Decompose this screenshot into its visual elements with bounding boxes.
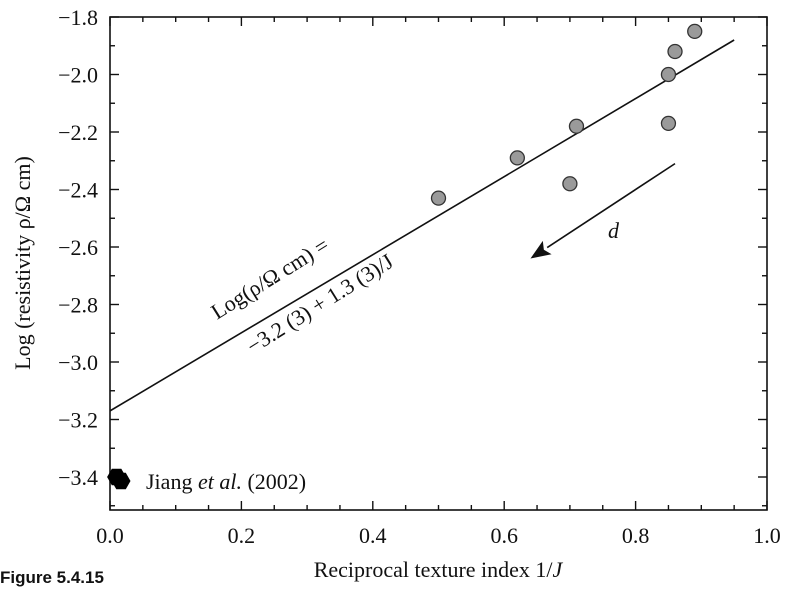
y-tick-label: −2.0: [58, 63, 98, 88]
plot-frame: [109, 16, 768, 511]
x-tick-label: 0.0: [96, 523, 124, 548]
y-tick-label: −1.8: [58, 5, 98, 30]
y-tick-labels: −1.8 −2.0 −2.2 −2.4 −2.6 −2.8 −3.0 −3.2 −3.4: [58, 5, 98, 490]
legend-text-italic: et al.: [198, 469, 242, 494]
y-axis-label: Log (resistivity ρ/Ω cm): [10, 156, 35, 370]
y-tick-label: −2.2: [58, 120, 98, 145]
data-point: [562, 176, 578, 192]
legend-entry: Jiang et al. (2002): [146, 469, 306, 494]
data-point: [660, 115, 677, 132]
legend-marker: [111, 472, 131, 490]
x-axis-label-var: J: [553, 557, 564, 582]
x-tick-label: 0.6: [490, 523, 518, 548]
fit-line: [109, 39, 735, 412]
y-tick-label: −2.8: [58, 293, 98, 318]
y-tick-label: −3.4: [58, 465, 98, 490]
figure-caption: Figure 5.4.15: [0, 568, 104, 587]
x-axis-label: Reciprocal texture index 1/J: [314, 557, 564, 582]
data-point: [509, 150, 525, 166]
data-point: [430, 190, 447, 206]
fit-equation-label: Log(ρ/Ω cm) = −3.2 (3) + 1.3 (3)/J: [206, 208, 398, 365]
legend-hexagon-marker: [111, 472, 131, 490]
data-point: [568, 118, 585, 134]
trend-arrow-shaft: [546, 162, 676, 249]
data-points: [107, 23, 703, 486]
y-tick-label: −3.2: [58, 408, 98, 433]
legend-text-before: Jiang: [146, 469, 198, 494]
x-tick-label: 0.2: [228, 523, 256, 548]
trend-arrow: d: [530, 162, 676, 259]
x-tick-label: 0.8: [622, 523, 650, 548]
x-axis-label-text: Reciprocal texture index 1/: [314, 557, 554, 582]
x-tick-label: 1.0: [753, 523, 781, 548]
y-tick-label: −2.4: [58, 178, 98, 203]
fit-equation-line-2: −3.2 (3) + 1.3 (3)/J: [242, 248, 398, 358]
y-tick-label: −3.0: [58, 350, 98, 375]
data-point: [667, 43, 683, 60]
x-tick-label: 0.4: [359, 523, 387, 548]
y-tick-label: −2.6: [58, 235, 98, 260]
axis-ticks: [109, 16, 768, 510]
trend-arrow-label: d: [608, 218, 620, 243]
data-point: [687, 23, 703, 40]
trend-arrow-head: [530, 240, 552, 259]
legend-text-after: (2002): [242, 469, 306, 494]
x-tick-labels: 0.0 0.2 0.4 0.6 0.8 1.0: [96, 523, 781, 548]
data-point: [660, 66, 677, 83]
